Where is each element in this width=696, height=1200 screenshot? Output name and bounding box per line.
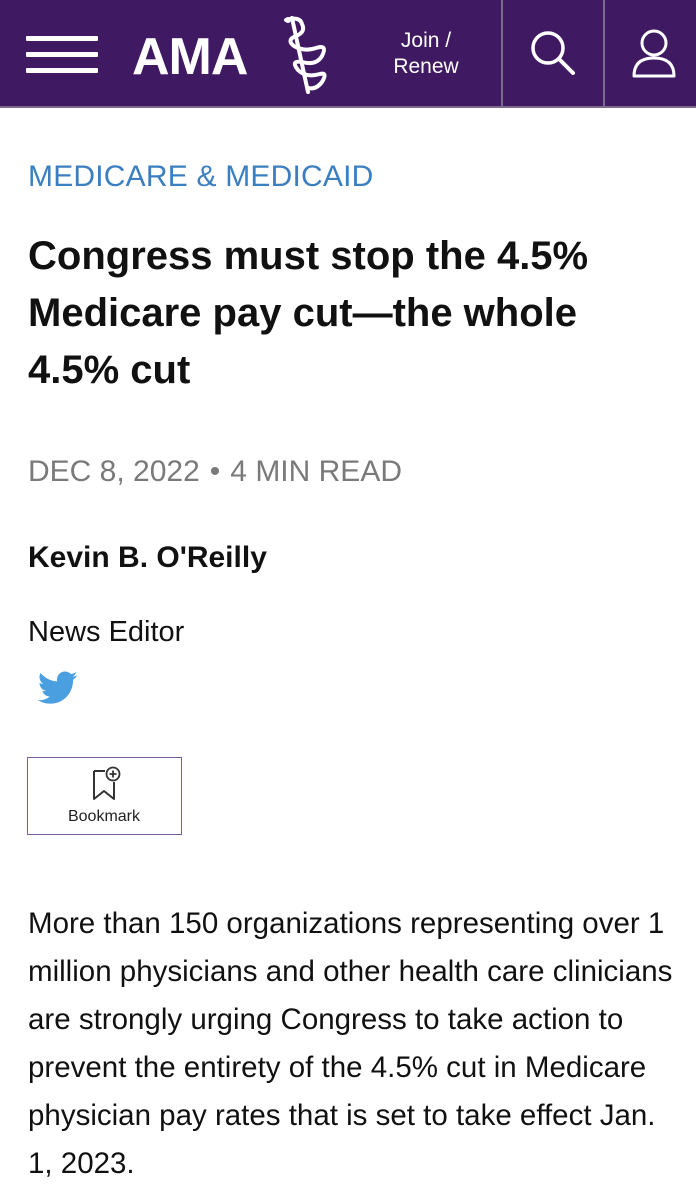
- header-divider: [603, 0, 605, 108]
- bookmark-add-icon: [93, 766, 121, 800]
- join-renew-link[interactable]: Join / Renew: [372, 28, 480, 84]
- search-icon: [531, 31, 575, 75]
- article-headline: Congress must stop the 4.5% Medicare pay…: [28, 234, 589, 392]
- article-body-paragraph: More than 150 organizations representing…: [28, 907, 673, 1180]
- renew-label: Renew: [393, 55, 459, 78]
- ama-logo[interactable]: AMA: [132, 14, 332, 96]
- author-role: News Editor: [28, 616, 185, 648]
- logo-text: AMA: [132, 28, 248, 86]
- article-meta: DEC 8, 2022 • 4 MIN READ: [28, 455, 402, 489]
- author-name[interactable]: Kevin B. O'Reilly: [28, 541, 267, 574]
- site-header: AMA Join / Renew: [0, 0, 696, 108]
- category-link[interactable]: MEDICARE & MEDICAID: [28, 160, 374, 193]
- bookmark-label: Bookmark: [67, 808, 141, 825]
- header-divider: [501, 0, 503, 108]
- account-button[interactable]: [605, 0, 696, 106]
- meta-separator: •: [209, 455, 221, 488]
- bookmark-button[interactable]: Bookmark: [27, 757, 182, 835]
- read-time: 4 MIN READ: [230, 455, 402, 488]
- join-label: Join /: [400, 29, 452, 52]
- staff-of-asclepius-icon: [284, 16, 327, 94]
- hamburger-menu-icon[interactable]: [26, 36, 98, 74]
- twitter-icon[interactable]: [38, 670, 78, 706]
- user-icon: [632, 29, 676, 78]
- publish-date: DEC 8, 2022: [28, 455, 200, 488]
- search-button[interactable]: [503, 0, 603, 106]
